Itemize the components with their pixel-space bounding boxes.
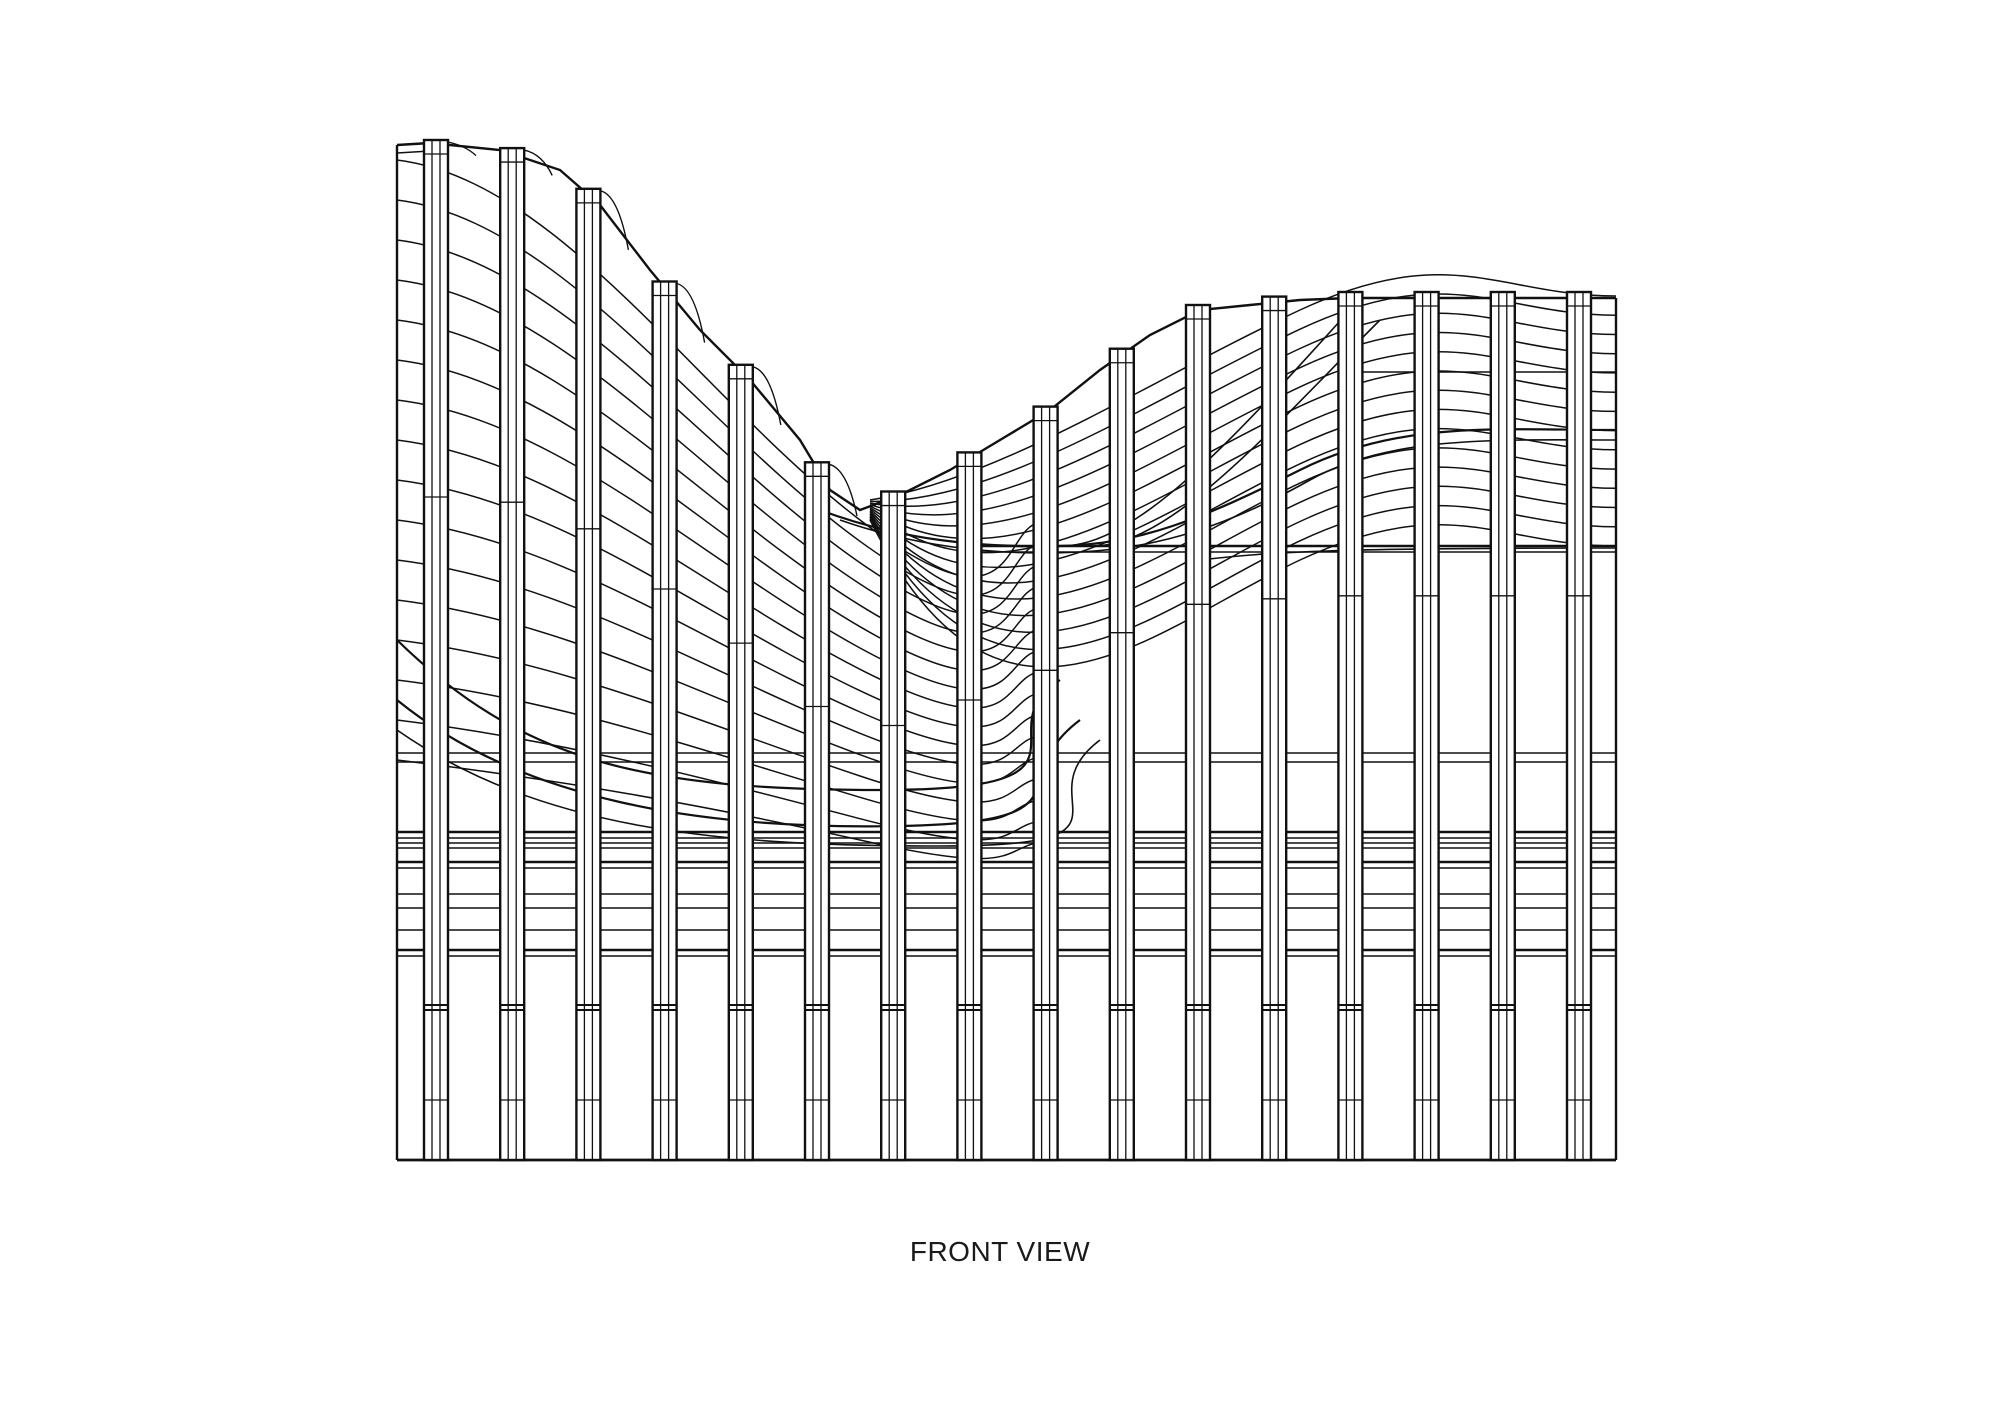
fin-roof-curve [828,463,858,517]
fin-roof-curve [600,190,630,251]
right-louver-1 [869,274,1617,501]
fin-body [499,146,526,1162]
left-louver-8 [396,439,1041,709]
fin-roof-curve [752,366,782,426]
vertical-fin-3 [575,187,630,1162]
vertical-fin-5 [727,363,782,1162]
vertical-fin-11 [1184,303,1212,1162]
vertical-fin-16 [1565,290,1593,1162]
left-louver-16 [396,759,1041,860]
vertical-fin-15 [1489,290,1517,1162]
vertical-fins [422,138,1593,1162]
fin-body [575,187,602,1162]
fin-body [727,363,754,1162]
vertical-fin-2 [499,146,553,1162]
fin-body [1565,290,1593,1162]
left-louver-14 [396,679,1041,822]
left-louver-13 [396,639,1041,803]
fin-body [422,138,450,1162]
fin-body [1413,290,1440,1162]
left-louver-10 [396,519,1041,747]
vertical-fin-9 [1032,405,1059,1162]
vertical-fin-8 [956,451,983,1162]
fin-body [1184,303,1212,1162]
fin-body [803,461,831,1162]
fin-roof-curve [676,282,706,343]
vertical-fin-4 [651,280,706,1162]
fin-body [1489,290,1517,1162]
fin-roof-curve [524,149,553,176]
fin-body [880,490,907,1162]
drawing-caption: FRONT VIEW [909,1236,1091,1267]
fin-body [1032,405,1059,1162]
fin-body [956,451,983,1162]
fin-body [1108,347,1136,1162]
vertical-fin-1 [422,138,477,1162]
vertical-fin-14 [1413,290,1440,1162]
vertical-fin-12 [1260,295,1288,1162]
vertical-fin-7 [880,490,907,1162]
vertical-fin-10 [1108,347,1136,1162]
fin-body [651,280,678,1162]
vertical-fin-13 [1337,290,1364,1162]
fin-body [1260,295,1288,1162]
ribbon-band-3 [396,729,1101,847]
fin-body [1337,290,1364,1162]
fin-roof-curve [447,141,477,157]
vertical-fin-6 [803,461,858,1162]
